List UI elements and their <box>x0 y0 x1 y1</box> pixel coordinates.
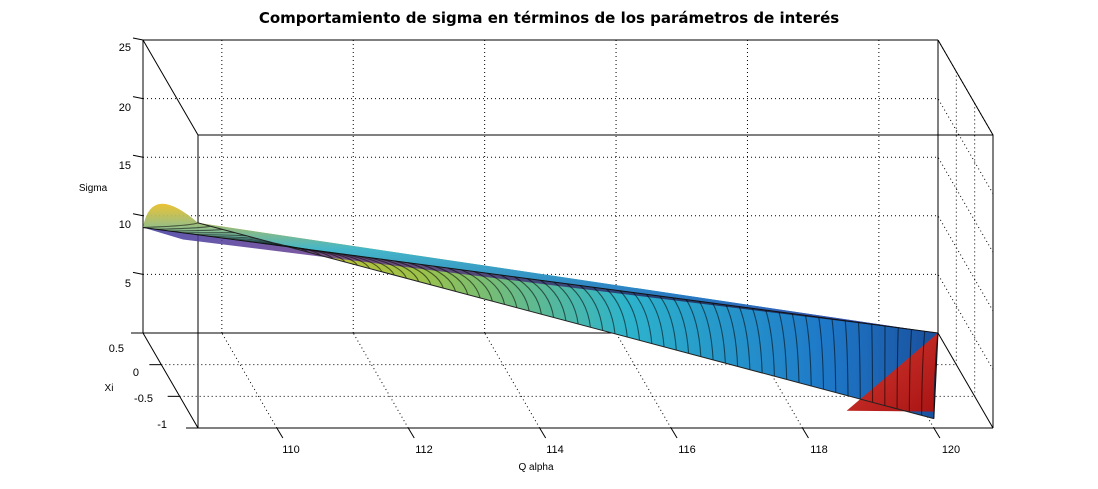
surface-mesh-line <box>540 279 567 321</box>
surface-mesh-line <box>487 272 518 308</box>
y-tick-label: 0 <box>133 367 139 379</box>
y-axis-label: Xi <box>105 383 114 394</box>
grid-line <box>937 215 994 312</box>
x-tick-label: 116 <box>678 444 696 456</box>
z-axis-label: Sigma <box>79 183 108 194</box>
surface-mesh-line <box>712 302 726 364</box>
x-axis-label: Q alpha <box>518 462 553 473</box>
z-tick-label: 20 <box>119 102 131 114</box>
grid-line <box>352 332 409 429</box>
surface-mesh-line <box>646 293 665 347</box>
x-tick-label: 114 <box>546 444 564 456</box>
z-tick-mark <box>132 154 144 158</box>
surface-mesh-line <box>765 309 775 377</box>
axes-edge <box>142 39 199 136</box>
surface-mesh-line <box>526 278 555 318</box>
grid-line <box>615 332 672 429</box>
surface-mesh-line <box>818 317 825 390</box>
y-tick-label: -1 <box>157 419 167 431</box>
surface-mesh-line <box>778 311 788 380</box>
x-tick-label: 110 <box>282 444 300 456</box>
x-tick-mark <box>670 427 678 439</box>
surface-mesh-line <box>908 329 913 413</box>
grid-line <box>221 332 278 429</box>
surface-mesh-line <box>606 288 628 338</box>
surface-mesh-line <box>381 258 420 282</box>
surface-mesh-line <box>394 260 432 286</box>
x-tick-mark <box>802 427 809 439</box>
z-tick-label: 10 <box>119 219 131 231</box>
z-tick-mark <box>132 37 144 41</box>
surface-edge <box>142 227 939 334</box>
surface-mesh-line <box>513 276 542 315</box>
z-tick-label: 5 <box>125 278 131 290</box>
surface-red-region <box>846 333 938 412</box>
z-tick-mark <box>132 213 144 217</box>
surface-mesh-line <box>407 262 444 289</box>
z-tick-label: 15 <box>119 160 131 172</box>
grid-line <box>937 156 994 253</box>
surface-mesh-line <box>871 324 874 403</box>
grid-line <box>484 332 541 429</box>
z-tick-label: 25 <box>119 42 131 54</box>
surface-mesh-line <box>421 263 457 292</box>
surface-mesh-line <box>619 290 641 341</box>
surface-mesh-line <box>725 304 739 367</box>
z-tick-labels: 25 20 15 10 5 <box>119 42 131 290</box>
surface-mesh-line <box>474 270 506 305</box>
x-tick-mark <box>933 427 941 439</box>
surface-mesh-line <box>699 301 714 360</box>
x-tick-mark <box>539 427 547 439</box>
surface-edge <box>197 222 934 420</box>
surface-mesh-line <box>460 269 493 302</box>
surface-mesh-line <box>447 267 481 299</box>
axes-edge <box>937 39 994 136</box>
surface-mesh-line <box>751 308 763 373</box>
chart-title: Comportamiento de sigma en términos de l… <box>259 9 839 27</box>
surface-mesh-line <box>156 225 211 230</box>
grid-line <box>937 274 994 370</box>
surface-mesh-line <box>169 228 223 232</box>
axes-box <box>142 39 994 429</box>
x-tick-label: 112 <box>415 444 433 456</box>
surface-mesh-line <box>566 283 592 328</box>
surface-mesh-line <box>831 318 837 393</box>
surface-mesh-line <box>500 274 530 312</box>
surface-mesh-line <box>659 295 677 351</box>
surface-edge <box>933 332 939 419</box>
surface-mesh-line <box>857 322 861 400</box>
sigma-surface <box>142 203 939 420</box>
z-tick-mark <box>132 271 144 275</box>
axes-edge <box>937 332 994 429</box>
x-tick-labels: 110 112 114 116 118 120 <box>282 444 960 456</box>
x-tick-mark <box>276 427 284 439</box>
z-tick-mark <box>132 96 144 100</box>
surface-mesh-line <box>142 222 199 229</box>
surface-mesh-line <box>844 320 849 396</box>
y-tick-label: 0.5 <box>109 343 124 355</box>
surface-mesh-line <box>672 297 690 354</box>
y-tick-labels: 0.5 0 -0.5 -1 <box>109 343 167 431</box>
axes-edge <box>142 332 199 429</box>
surface-mesh-line <box>738 306 751 370</box>
surface-mesh-line <box>593 286 616 334</box>
x-tick-label: 118 <box>810 444 828 456</box>
x-tick-label: 120 <box>942 444 960 456</box>
surface-mesh-line <box>632 292 653 344</box>
surface-mesh-line <box>804 315 812 387</box>
surface-mesh-line <box>368 256 408 279</box>
y-tick-label: -0.5 <box>134 393 153 405</box>
surface-mesh-line <box>579 285 604 331</box>
surface-mesh-line <box>896 327 899 409</box>
surface-mesh-line <box>685 299 702 357</box>
surface-mesh-line <box>921 331 926 416</box>
surface-mesh-line <box>791 313 800 383</box>
grid-line <box>937 98 994 194</box>
tick-marks <box>131 37 941 439</box>
surface-mesh-line <box>434 265 469 295</box>
surface-mesh-line <box>553 281 579 325</box>
x-tick-mark <box>407 427 415 439</box>
